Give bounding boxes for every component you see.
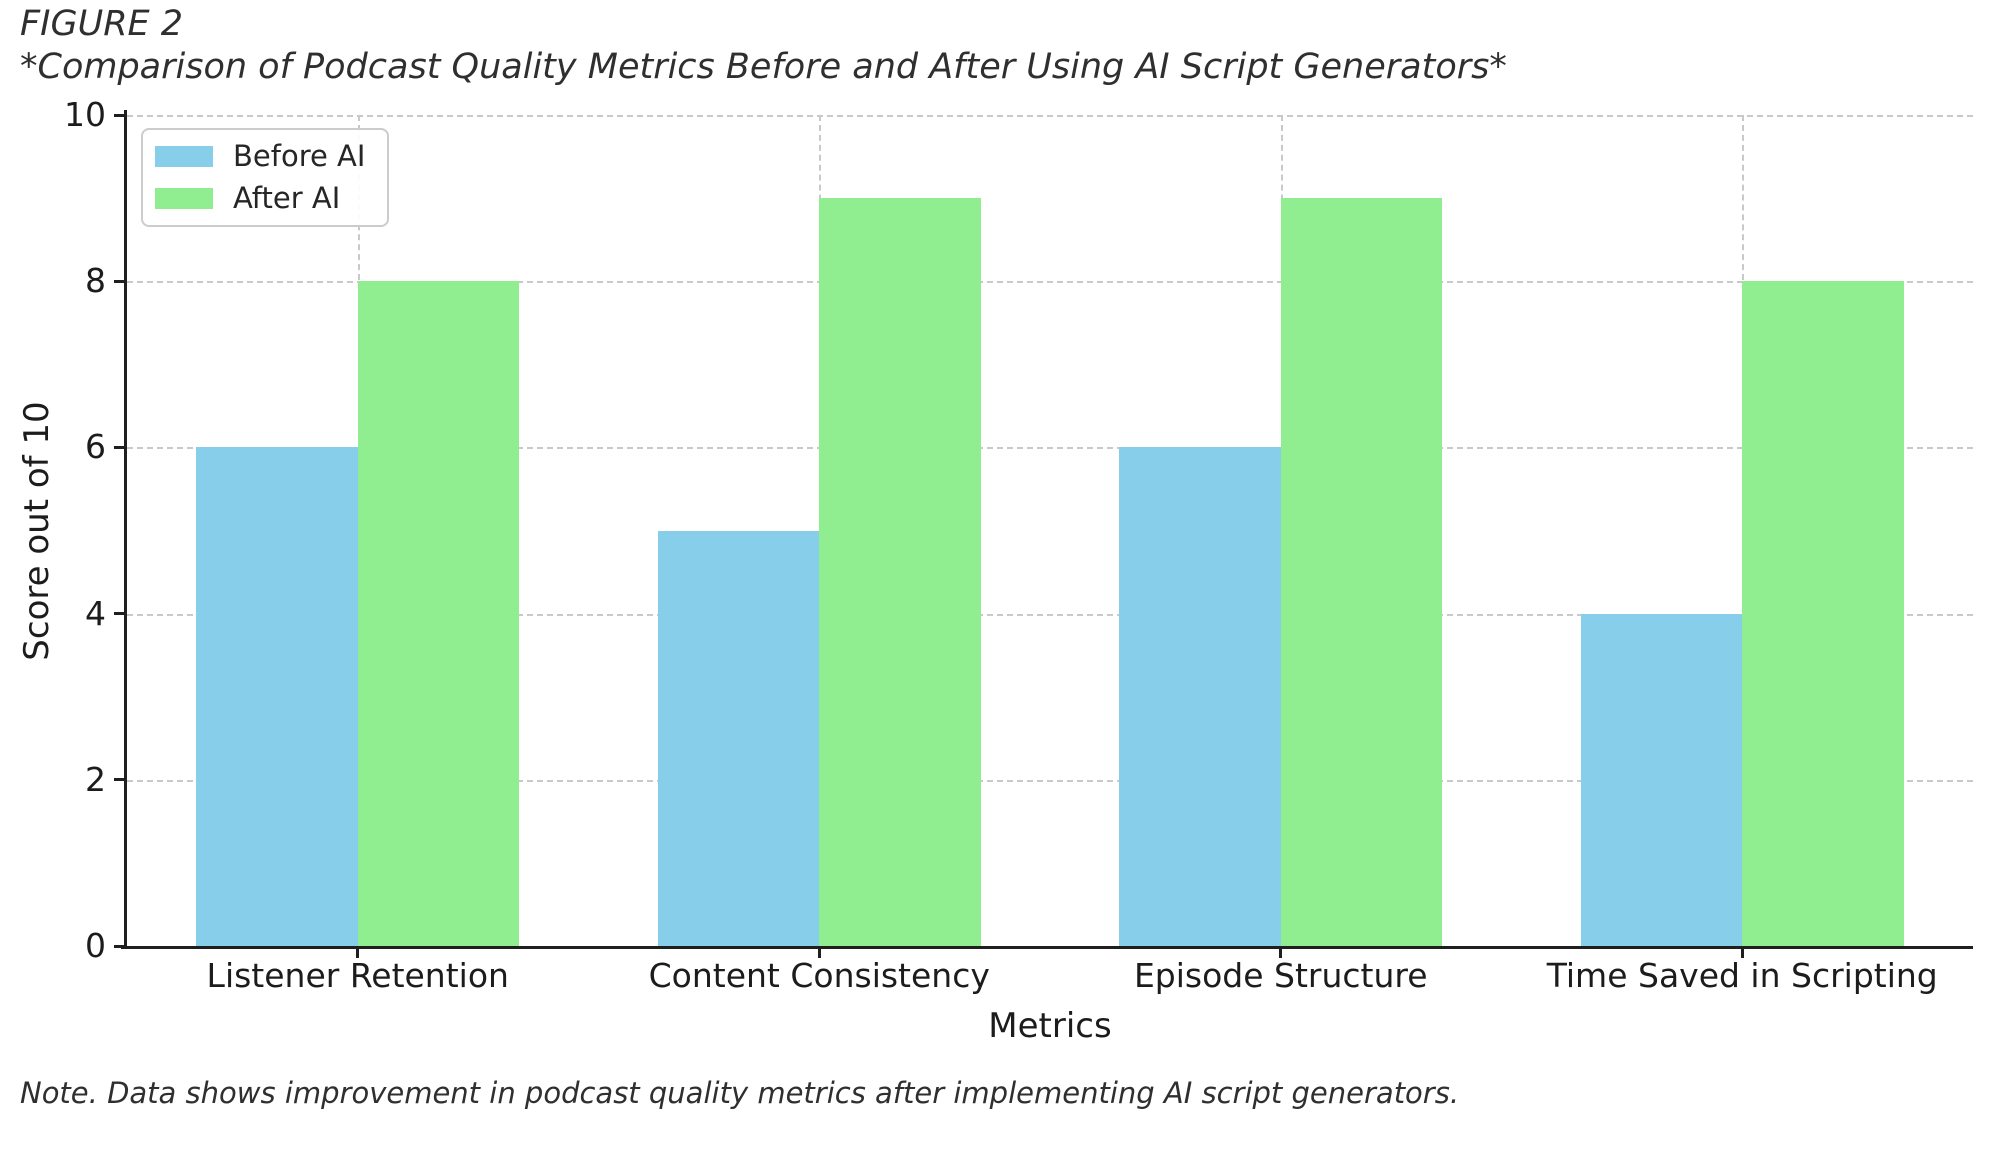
- y-tick-label-8: 8: [85, 261, 106, 301]
- bar-after-ai-2: [819, 198, 981, 946]
- bar-before-ai-3: [1119, 447, 1281, 946]
- x-axis-spine: [121, 946, 1973, 949]
- gridline-h-10: [127, 115, 1973, 117]
- bar-before-ai-4: [1580, 613, 1743, 946]
- x-tick-label-1: Listener Retention: [206, 956, 509, 995]
- bar-after-ai-3: [1280, 198, 1443, 946]
- legend: Before AI After AI: [141, 128, 390, 227]
- figure-subtitle: *Comparison of Podcast Quality Metrics B…: [20, 47, 1507, 87]
- figure-note: Note. Data shows improvement in podcast …: [20, 1076, 1460, 1110]
- y-tick-label-4: 4: [85, 593, 106, 633]
- y-tick-mark: [114, 778, 126, 782]
- y-tick-mark: [114, 612, 126, 616]
- x-tick-label-3: Episode Structure: [1133, 956, 1428, 995]
- bar-after-ai-4: [1742, 281, 1904, 946]
- x-tick-mark: [817, 946, 821, 958]
- y-tick-label-10: 10: [64, 95, 106, 134]
- y-tick-mark: [114, 279, 126, 283]
- x-tick-label-4: Time Saved in Scripting: [1546, 956, 1938, 995]
- legend-item: After AI: [155, 184, 365, 213]
- gridline-h-8: [127, 281, 1973, 284]
- x-tick-mark: [1740, 946, 1744, 958]
- gridline-h-2: [127, 779, 1973, 782]
- x-tick-mark: [356, 946, 360, 958]
- legend-item: Before AI: [155, 142, 365, 171]
- y-axis-spine: [124, 110, 127, 949]
- bar-before-ai-2: [657, 530, 820, 946]
- legend-label: Before AI: [233, 139, 366, 173]
- x-axis-label: Metrics: [988, 1006, 1112, 1046]
- y-tick-mark: [114, 944, 126, 948]
- y-tick-mark: [114, 445, 126, 449]
- legend-label: After AI: [233, 181, 341, 215]
- plot-area: Before AI After AI: [121, 110, 1973, 949]
- gridline-h-4: [127, 613, 1973, 616]
- y-tick-label-2: 2: [85, 759, 106, 799]
- legend-swatch-icon: [155, 188, 213, 209]
- y-tick-label-6: 6: [85, 427, 106, 467]
- legend-swatch-icon: [155, 146, 213, 167]
- gridline-h-6: [127, 447, 1973, 450]
- y-tick-label-0: 0: [85, 926, 106, 965]
- bar-before-ai-1: [196, 447, 358, 946]
- figure-title: FIGURE 2: [20, 4, 184, 44]
- x-tick-label-2: Content Consistency: [648, 956, 990, 995]
- bar-after-ai-1: [357, 281, 520, 946]
- x-tick-mark: [1279, 946, 1283, 958]
- y-tick-mark: [114, 113, 126, 117]
